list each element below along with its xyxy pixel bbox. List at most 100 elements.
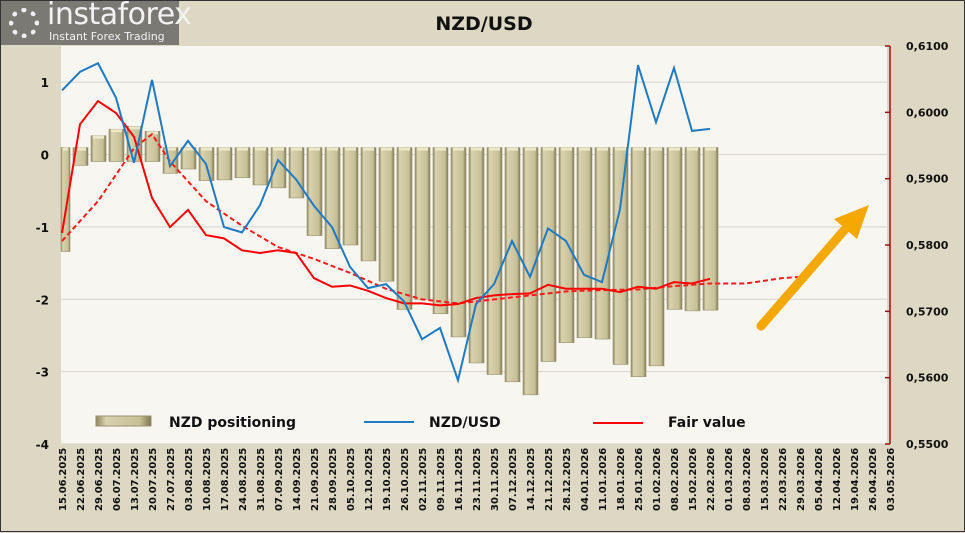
x-axis-tick-label: 14.12.2025 <box>526 448 537 511</box>
positioning-bar <box>612 147 629 365</box>
right-axis-tick-label: 0,5800 <box>906 239 949 252</box>
positioning-bar-bevel <box>255 147 266 151</box>
x-axis-tick-label: 10.08.2025 <box>202 448 213 511</box>
positioning-bar <box>216 147 233 181</box>
positioning-bar <box>306 147 323 236</box>
x-axis-tick-label: 05.04.2026 <box>814 448 825 511</box>
x-axis-tick-label: 22.03.2026 <box>778 448 789 511</box>
x-axis-tick-label: 05.10.2025 <box>346 448 357 511</box>
x-axis-tick-label: 27.07.2025 <box>166 448 177 511</box>
x-axis-tick-label: 02.11.2025 <box>418 448 429 511</box>
fair-value-line <box>61 99 711 307</box>
x-axis-tick-label: 26.10.2025 <box>400 448 411 511</box>
left-axis-tick-label: -4 <box>36 438 49 452</box>
positioning-bar-bevel <box>381 147 392 151</box>
x-axis-tick-label: 29.03.2026 <box>796 448 807 511</box>
x-axis-tick-label: 25.01.2026 <box>634 448 645 511</box>
x-axis-tick-label: 08.02.2026 <box>670 448 681 511</box>
legend-label-nzdusd: NZD/USD <box>429 415 501 431</box>
positioning-bar-bevel <box>183 147 194 151</box>
legend-label-positioning: NZD positioning <box>169 415 296 431</box>
positioning-bar <box>108 128 125 162</box>
x-axis-tick-label: 12.10.2025 <box>364 448 375 511</box>
positioning-bar-bevel <box>561 147 572 151</box>
x-axis-tick-label: 22.02.2026 <box>706 448 717 511</box>
x-axis-tick-label: 01.02.2026 <box>652 448 663 511</box>
positioning-bar <box>594 147 611 340</box>
positioning-bar <box>504 147 521 383</box>
x-axis-tick-label: 20.07.2025 <box>148 448 159 511</box>
positioning-bar-bevel <box>651 147 662 151</box>
positioning-bar-bevel <box>201 147 212 151</box>
x-axis-tick-label: 21.12.2025 <box>544 448 555 511</box>
positioning-bar <box>234 147 251 179</box>
positioning-bar-bevel <box>471 147 482 151</box>
x-axis-tick-label: 22.06.2025 <box>76 448 87 511</box>
positioning-bar-bevel <box>453 147 464 151</box>
logo-gear-icon <box>9 8 39 38</box>
positioning-bar <box>630 147 647 378</box>
right-axis-tick-label: 0,6100 <box>906 40 949 53</box>
positioning-bar-bevel <box>345 147 356 151</box>
x-axis-tick-label: 03.08.2025 <box>184 448 195 511</box>
x-axis-tick-label: 06.07.2025 <box>112 448 123 511</box>
positioning-bar-bevel <box>93 135 104 139</box>
x-axis-tick-label: 24.08.2025 <box>238 448 249 511</box>
positioning-bar-bevel <box>687 147 698 151</box>
positioning-bar-bevel <box>147 131 158 135</box>
positioning-bar <box>414 147 431 300</box>
x-axis-tick-label: 04.01.2026 <box>580 448 591 511</box>
positioning-bar-bevel <box>399 147 410 151</box>
positioning-bar <box>60 147 71 252</box>
trend-arrow-head <box>834 205 869 239</box>
positioning-bar-bevel <box>489 147 500 151</box>
positioning-bar-bevel <box>273 147 284 151</box>
positioning-bar-bevel <box>237 147 248 151</box>
fair-value-trend-line <box>61 132 801 305</box>
x-axis-tick-label: 11.01.2026 <box>598 448 609 511</box>
logo-tagline: Instant Forex Trading <box>49 30 165 43</box>
x-axis-tick-label: 12.04.2026 <box>832 448 843 511</box>
left-axis-tick-label: -3 <box>36 366 49 380</box>
x-axis-tick-label: 19.10.2025 <box>382 448 393 511</box>
positioning-bar <box>450 147 467 338</box>
positioning-bar <box>378 147 395 282</box>
positioning-bar-bevel <box>705 147 716 151</box>
positioning-bar <box>702 147 719 311</box>
positioning-bar-bevel <box>543 147 554 151</box>
right-axis-tick-label: 0,5500 <box>906 438 949 451</box>
x-axis-tick-label: 16.11.2025 <box>454 448 465 511</box>
positioning-bar-bevel <box>633 147 644 151</box>
left-axis-tick-label: 0 <box>41 149 49 163</box>
positioning-bar <box>684 147 701 312</box>
x-axis-tick-label: 14.09.2025 <box>292 448 303 511</box>
x-axis-tick-label: 09.11.2025 <box>436 448 447 511</box>
right-axis-tick-label: 0,6000 <box>906 106 949 119</box>
positioning-bar <box>522 147 539 396</box>
x-axis-tick-label: 21.09.2025 <box>310 448 321 511</box>
positioning-bar-bevel <box>75 147 86 151</box>
right-axis-tick-label: 0,5600 <box>906 372 949 385</box>
positioning-bar-bevel <box>129 126 140 130</box>
positioning-bar <box>432 147 449 315</box>
x-axis-tick-label: 31.08.2025 <box>256 448 267 511</box>
positioning-bar <box>558 147 575 343</box>
positioning-bar <box>252 147 269 186</box>
positioning-bar-bevel <box>417 147 428 151</box>
positioning-bar-bevel <box>63 147 68 151</box>
positioning-bar-bevel <box>219 147 230 151</box>
positioning-bar <box>180 147 197 170</box>
positioning-bar <box>468 147 485 364</box>
x-axis-tick-label: 19.04.2026 <box>850 448 861 511</box>
x-axis-tick-label: 26.04.2026 <box>868 448 879 511</box>
x-axis-tick-label: 15.06.2025 <box>58 448 69 511</box>
right-axis-tick-label: 0,5900 <box>906 173 949 186</box>
x-axis-tick-label: 23.11.2025 <box>472 448 483 511</box>
right-axis-tick-label: 0,5700 <box>906 305 949 318</box>
positioning-bar-bevel <box>291 147 302 151</box>
x-axis-tick-label: 18.01.2026 <box>616 448 627 511</box>
positioning-bar-bevel <box>435 147 446 151</box>
x-axis-tick-label: 28.09.2025 <box>328 448 339 511</box>
